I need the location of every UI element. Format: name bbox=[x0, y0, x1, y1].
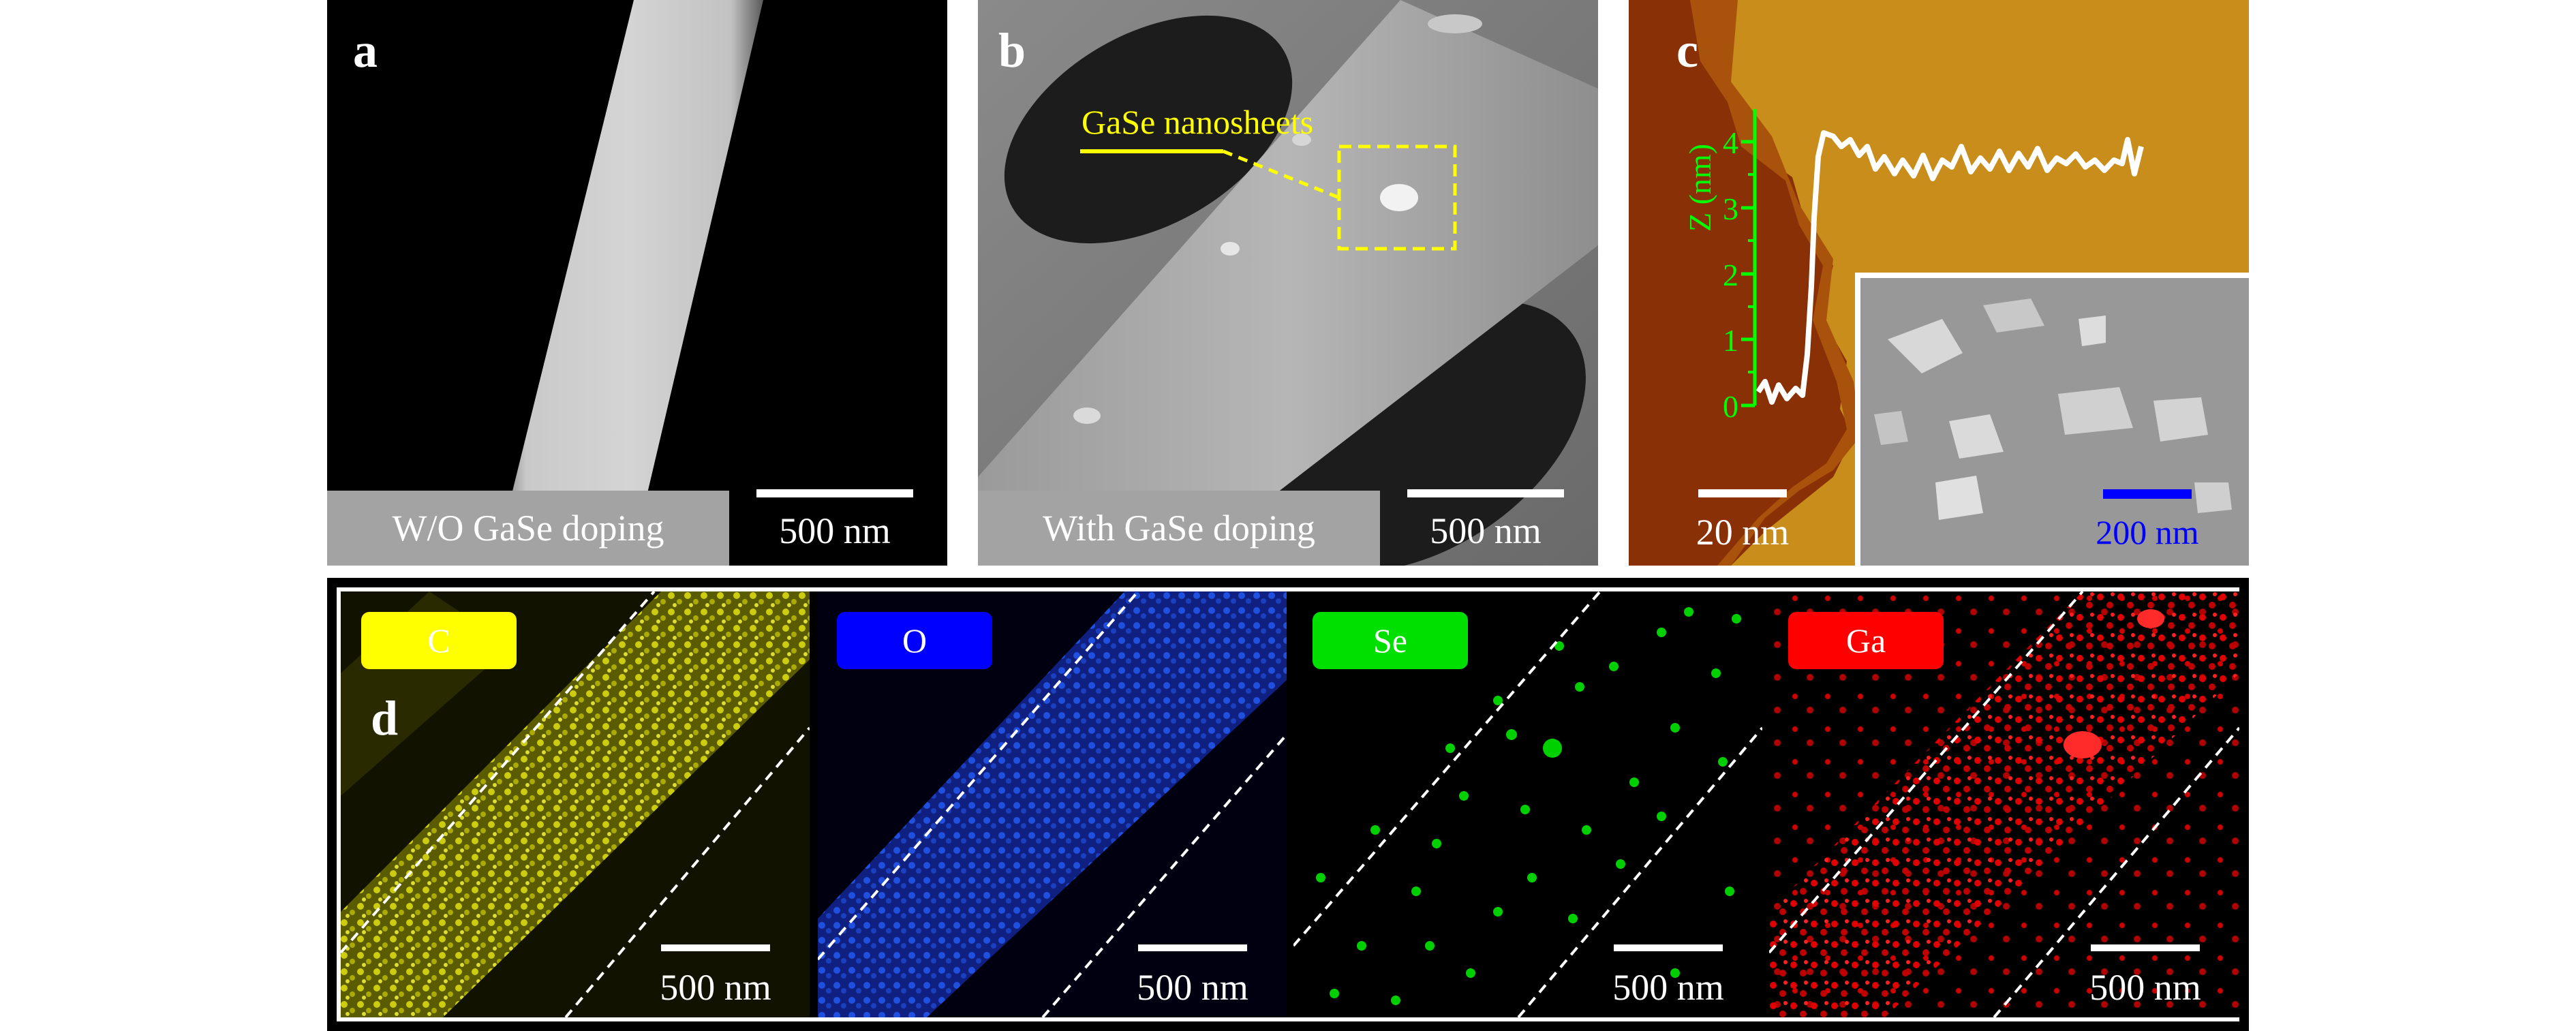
panel-b: b GaSe nanosheets With GaSe doping 500 n… bbox=[978, 0, 1598, 566]
map-se-scale-bar bbox=[1614, 944, 1723, 951]
map-ga-scale-label: 500 nm bbox=[2089, 967, 2201, 1008]
map-o-scale-label: 500 nm bbox=[1137, 967, 1248, 1008]
panel-c-scale-bar bbox=[1698, 489, 1787, 497]
panel-a-caption: W/O GaSe doping bbox=[327, 491, 729, 566]
panel-c-scale-label: 20 nm bbox=[1696, 512, 1790, 553]
map-c-scale-label: 500 nm bbox=[660, 967, 771, 1008]
gase-nanosheets-label: GaSe nanosheets bbox=[1082, 103, 1314, 141]
tag-c: C bbox=[361, 612, 517, 669]
panel-c-letter: c bbox=[1676, 23, 1698, 78]
panel-d: C O Se Ga d 500 nm 500 nm 500 nm 500 nm bbox=[327, 578, 2249, 1031]
inset-scale-bar bbox=[2103, 489, 2192, 499]
tick-label-1: 1 bbox=[1723, 323, 1738, 358]
panel-a: a W/O GaSe doping 500 nm bbox=[327, 0, 947, 566]
map-c-scale-bar bbox=[661, 944, 770, 951]
panel-b-caption: With GaSe doping bbox=[978, 491, 1380, 566]
sem-inset-image bbox=[1860, 278, 2249, 566]
tick-label-2: 2 bbox=[1723, 258, 1738, 292]
tick-label-4: 4 bbox=[1723, 125, 1738, 160]
tag-o: O bbox=[837, 612, 992, 669]
tick-label-0: 0 bbox=[1723, 389, 1738, 424]
map-se-scale-label: 500 nm bbox=[1612, 967, 1724, 1008]
map-o-image bbox=[818, 591, 1287, 1017]
panel-b-image bbox=[978, 0, 1598, 566]
profile-axis-label: Z (nm) bbox=[1683, 143, 1717, 232]
map-ga-scale-bar bbox=[2091, 944, 2200, 951]
tag-se: Se bbox=[1313, 612, 1468, 669]
panel-a-scale-bar bbox=[756, 489, 913, 497]
panel-a-scale-label: 500 nm bbox=[779, 510, 891, 551]
panel-a-image bbox=[494, 0, 763, 566]
tick-label-3: 3 bbox=[1723, 191, 1738, 226]
panel-a-letter: a bbox=[353, 23, 378, 78]
map-se-image bbox=[1293, 591, 1762, 1017]
map-o-scale-bar bbox=[1138, 944, 1247, 951]
inset-scale-label: 200 nm bbox=[2096, 513, 2199, 551]
panel-c-sem-inset bbox=[1855, 273, 2249, 566]
panel-b-letter: b bbox=[998, 23, 1026, 78]
panel-b-scale-bar bbox=[1407, 489, 1564, 497]
panel-b-scale-label: 500 nm bbox=[1430, 510, 1542, 551]
tag-ga: Ga bbox=[1788, 612, 1944, 669]
panel-d-letter: d bbox=[371, 691, 399, 745]
panel-c: Z (nm) 0 1 2 3 4 c 20 nm 200 nm bbox=[1629, 0, 2249, 566]
